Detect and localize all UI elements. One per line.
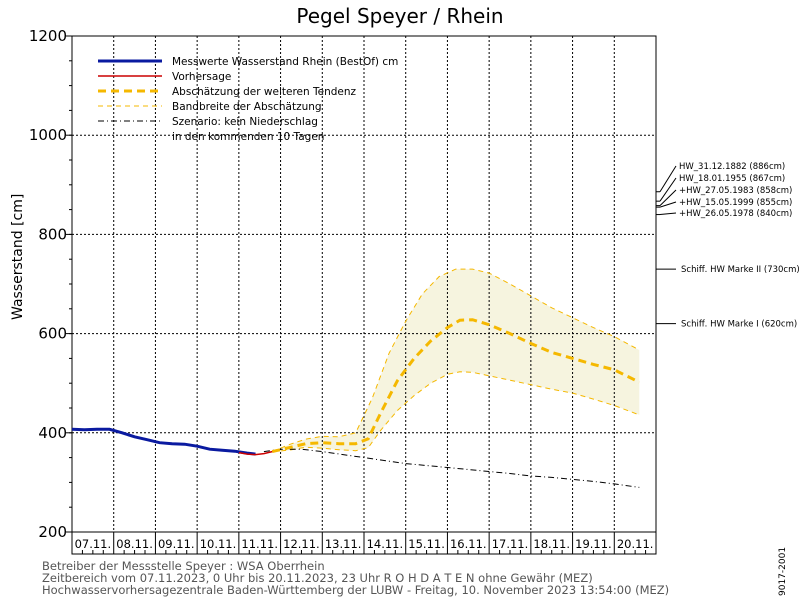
- y-tick-label: 1200: [29, 27, 67, 45]
- hw-mark-leader: [659, 212, 677, 216]
- chart-title: Pegel Speyer / Rhein: [296, 4, 504, 28]
- series-line-band-lower: [272, 371, 640, 453]
- y-tick-label: 400: [38, 424, 67, 442]
- footer-issuer: Hochwasservorhersagezentrale Baden-Württ…: [42, 583, 670, 597]
- y-tick-label: 800: [38, 225, 67, 243]
- series-line-band-upper: [272, 268, 640, 453]
- x-tick-label: 08.11.: [116, 537, 153, 551]
- hw-mark-label: +HW_27.05.1983 (858cm): [679, 186, 792, 196]
- band-fill: [272, 269, 640, 452]
- x-tick-label: 13.11.: [325, 537, 362, 551]
- footer-time-range: Zeitbereich vom 07.11.2023, 0 Uhr bis 20…: [42, 571, 593, 585]
- hw-mark-label: +HW_26.05.1978 (840cm): [679, 209, 792, 219]
- hw-mark-label: HW_18.01.1955 (867cm): [679, 174, 785, 184]
- series-line-scenario: [263, 448, 640, 488]
- legend-label-measured: Messwerte Wasserstand Rhein (BestOf) cm: [172, 56, 398, 68]
- x-tick-label: 20.11.: [617, 537, 654, 551]
- x-tick-label: 07.11.: [75, 537, 112, 551]
- legend-label-scenario2: in den kommenden 10 Tagen: [172, 131, 324, 143]
- y-tick-label: 1000: [29, 126, 67, 144]
- x-tick-label: 10.11.: [200, 537, 237, 551]
- grid: [72, 36, 656, 532]
- y-axis-label: Wasserstand [cm]: [10, 193, 26, 320]
- hw-mark-label: HW_31.12.1882 (886cm): [679, 162, 785, 172]
- x-tick-label: 19.11.: [575, 537, 612, 551]
- y-tick-label: 200: [38, 523, 67, 541]
- legend-label-scenario: Szenario: kein Niederschlag: [172, 116, 318, 128]
- series-line-measured: [71, 427, 256, 456]
- legend-label-trend: Abschätzung der weiteren Tendenz: [172, 86, 357, 98]
- legend-label-band: Bandbreite der Abschätzung: [172, 101, 322, 113]
- legend: Messwerte Wasserstand Rhein (BestOf) cm V…: [98, 56, 398, 143]
- series-line-forecast: [238, 450, 273, 456]
- y-tick-label: 600: [38, 325, 67, 343]
- chart-code: 9017-2001: [778, 546, 788, 596]
- x-tick-label: 16.11.: [450, 537, 487, 551]
- footer-operator: Betreiber der Messstelle Speyer : WSA Ob…: [42, 559, 325, 573]
- x-tick-label: 12.11.: [283, 537, 320, 551]
- hw-mark-leader: [659, 177, 677, 202]
- series-line-trend: [271, 318, 640, 454]
- hw-mark-leader: [659, 189, 677, 206]
- ship-mark-label: Schiff. HW Marke II (730cm): [681, 265, 800, 275]
- x-tick-label: 18.11.: [533, 537, 570, 551]
- legend-label-forecast: Vorhersage: [172, 71, 231, 83]
- x-tick-label: 14.11.: [367, 537, 404, 551]
- hw-mark-label: +HW_15.05.1999 (855cm): [679, 198, 792, 208]
- hw-mark-leader: [659, 165, 677, 193]
- hw-mark-leader: [659, 201, 677, 208]
- x-tick-label: 11.11.: [241, 537, 278, 551]
- x-tick-label: 09.11.: [158, 537, 195, 551]
- ship-mark-label: Schiff. HW Marke I (620cm): [681, 320, 797, 330]
- x-tick-label: 17.11.: [492, 537, 529, 551]
- x-tick-label: 15.11.: [408, 537, 445, 551]
